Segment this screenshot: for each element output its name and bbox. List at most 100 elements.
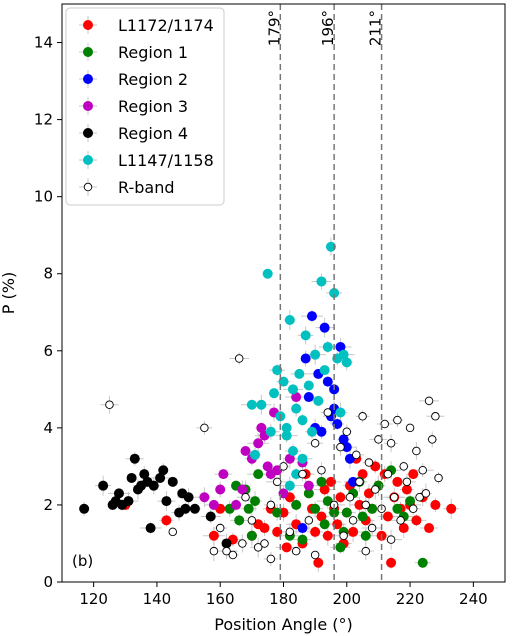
data-point: [421, 489, 431, 498]
data-point: [241, 492, 250, 502]
data-point: [253, 438, 264, 449]
data-point: [335, 492, 346, 503]
y-tick-label: 12: [34, 111, 53, 129]
x-axis: 120 140 160 180 200 220 240: [79, 582, 488, 608]
data-point: [399, 462, 408, 471]
data-point: [313, 557, 324, 568]
y-axis-label: P (%): [0, 272, 18, 314]
data-point: [323, 408, 333, 417]
data-point: [367, 523, 377, 533]
data-point: [424, 396, 434, 406]
data-point: [386, 439, 396, 448]
data-point: [401, 484, 412, 495]
data-point: [338, 434, 349, 445]
data-point: [342, 427, 352, 436]
data-point: [180, 503, 191, 514]
legend-entry: L1172/1174: [118, 16, 214, 35]
data-point: [291, 403, 302, 414]
data-point: [310, 349, 321, 360]
reference-line-label: 211°: [367, 10, 385, 46]
data-point: [234, 515, 245, 526]
reference-line-label: 179°: [265, 10, 283, 46]
data-point: [215, 484, 226, 495]
data-point: [310, 526, 321, 537]
y-tick-label: 10: [34, 188, 53, 206]
data-point: [189, 503, 200, 514]
y-tick-label: 2: [43, 496, 53, 514]
y-axis: 0 2 4 6 8 10 12 14: [34, 34, 62, 591]
data-point: [306, 311, 317, 322]
data-point: [161, 496, 172, 507]
data-point: [238, 539, 247, 548]
data-point: [348, 516, 358, 525]
data-point: [297, 523, 308, 534]
data-point: [287, 384, 298, 395]
data-point: [129, 453, 140, 464]
legend-entry: Region 2: [118, 70, 188, 89]
data-point: [361, 546, 371, 556]
legend-entry: Region 1: [118, 43, 188, 62]
data-point: [161, 515, 172, 526]
data-point: [155, 472, 166, 483]
data-point: [383, 469, 393, 479]
data-point: [319, 322, 330, 333]
data-point: [222, 546, 231, 556]
data-point: [215, 523, 225, 533]
data-point: [316, 276, 327, 287]
data-point: [281, 430, 292, 441]
data-point: [284, 314, 295, 325]
data-point: [316, 426, 327, 437]
data-point: [424, 523, 435, 534]
legend-marker: [83, 182, 93, 192]
data-point: [98, 480, 109, 491]
legend-marker: [83, 74, 93, 84]
x-tick-label: 240: [459, 590, 488, 608]
data-point: [417, 557, 428, 568]
data-point: [329, 288, 340, 298]
data-point: [304, 516, 314, 525]
y-tick-label: 14: [34, 34, 53, 52]
y-tick-label: 0: [43, 573, 53, 591]
data-point: [297, 415, 308, 426]
data-point: [310, 550, 320, 560]
data-point: [266, 500, 276, 510]
data-point: [250, 496, 261, 507]
data-point: [317, 466, 326, 475]
data-point: [303, 392, 314, 403]
data-point: [256, 422, 267, 433]
legend-entry: L1147/1158: [118, 151, 214, 170]
data-point: [250, 449, 261, 460]
data-point: [265, 426, 276, 437]
data-point: [392, 476, 403, 487]
x-tick-label: 180: [269, 590, 298, 608]
data-point: [335, 341, 346, 352]
data-point: [427, 435, 437, 444]
data-point: [341, 507, 352, 518]
data-point: [148, 480, 159, 491]
data-point: [415, 492, 424, 502]
x-axis-label: Position Angle (°): [214, 615, 352, 634]
data-point: [338, 349, 349, 360]
data-point: [357, 511, 368, 522]
data-point: [105, 400, 114, 409]
data-point: [345, 492, 355, 502]
data-point: [284, 453, 295, 464]
data-point: [291, 469, 302, 480]
data-point: [260, 539, 269, 548]
data-point: [208, 530, 219, 541]
data-point: [393, 415, 402, 425]
data-point: [446, 503, 457, 514]
data-point: [322, 530, 333, 541]
data-point: [405, 423, 415, 433]
data-point: [431, 412, 440, 421]
data-point: [313, 395, 324, 406]
data-point: [200, 423, 209, 433]
data-point: [319, 484, 330, 495]
data-point: [291, 499, 302, 510]
data-point: [357, 469, 368, 480]
data-point: [303, 480, 314, 491]
panel-label: (b): [72, 552, 93, 570]
data-point: [411, 515, 422, 526]
data-point: [256, 399, 267, 410]
legend: L1172/1174 Region 1 Region 2 Region 3 Region…: [65, 7, 225, 206]
